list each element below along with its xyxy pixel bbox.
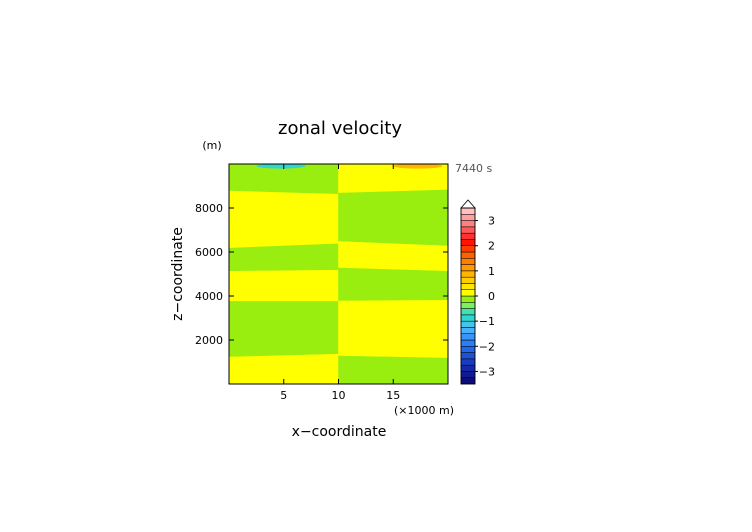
colorbar-band-13 [460,302,476,309]
colorbar-band-1 [460,377,476,385]
colorbar-tick-label-3: 0 [488,290,495,303]
colorbar-band-12 [460,308,476,316]
velocity-region-4 [228,242,339,272]
contour-field [228,163,449,385]
colorbar-band-6 [460,346,476,353]
colorbar-tick-label-2: −1 [479,315,495,328]
colorbar-tick-label-0: −3 [479,365,495,378]
colorbar-tick-label-6: 3 [488,215,495,228]
velocity-region-11 [338,188,449,246]
y-tick-label-2000: 2000 [195,334,223,347]
velocity-region-8 [338,299,449,358]
colorbar-band-14 [460,295,476,303]
colorbar-tick-label-1: −2 [479,340,495,353]
x-unit-label: (×1000 m) [394,404,454,417]
colorbar-band-11 [460,314,476,322]
colorbar-band-4 [460,358,476,366]
colorbar-band-25 [460,226,476,234]
velocity-region-10 [338,240,449,272]
colorbar-band-20 [460,258,476,265]
colorbar: −3 −2 −1 0 1 2 3 [460,199,495,385]
x-tick-label-15: 15 [386,389,400,402]
velocity-region-3 [228,269,339,302]
colorbar-band-5 [460,352,476,360]
chart-title: zonal velocity [278,118,402,139]
velocity-region-5 [228,190,339,248]
colorbar-tick-label-5: 2 [488,240,495,253]
colorbar-band-21 [460,251,476,259]
colorbar-band-24 [460,232,476,240]
colorbar-band-15 [460,289,476,297]
colorbar-tick-label-4: 1 [488,265,495,278]
colorbar-band-8 [460,333,476,341]
time-label: 7440 s [455,162,492,175]
y-unit-label: (m) [202,139,221,152]
colorbar-band-2 [460,371,476,378]
x-tick-label-10: 10 [332,389,346,402]
axis-ticks: 5 10 15 2000 4000 6000 8000 [195,164,448,402]
colorbar-band-23 [460,239,476,246]
colorbar-band-26 [460,220,476,228]
colorbar-band-18 [460,270,476,278]
colorbar-band-9 [460,327,476,334]
y-tick-label-8000: 8000 [195,202,223,215]
x-axis-label: x−coordinate [292,424,387,440]
velocity-region-9 [338,267,449,301]
y-tick-label-4000: 4000 [195,290,223,303]
colorbar-band-16 [460,283,476,290]
y-axis-label: z−coordinate [170,227,186,321]
x-tick-label-5: 5 [280,389,287,402]
colorbar-extend-arrow [460,199,476,209]
colorbar-band-22 [460,245,476,253]
colorbar-band-27 [460,214,476,221]
colorbar-band-28 [460,207,476,215]
colorbar-band-7 [460,339,476,347]
velocity-spot-2 [393,163,443,169]
velocity-region-2 [228,300,339,357]
velocity-spot-1 [256,163,306,169]
y-tick-label-6000: 6000 [195,246,223,259]
colorbar-band-19 [460,264,476,272]
colorbar-band-3 [460,364,476,372]
colorbar-band-17 [460,276,476,284]
colorbar-band-10 [460,320,476,328]
